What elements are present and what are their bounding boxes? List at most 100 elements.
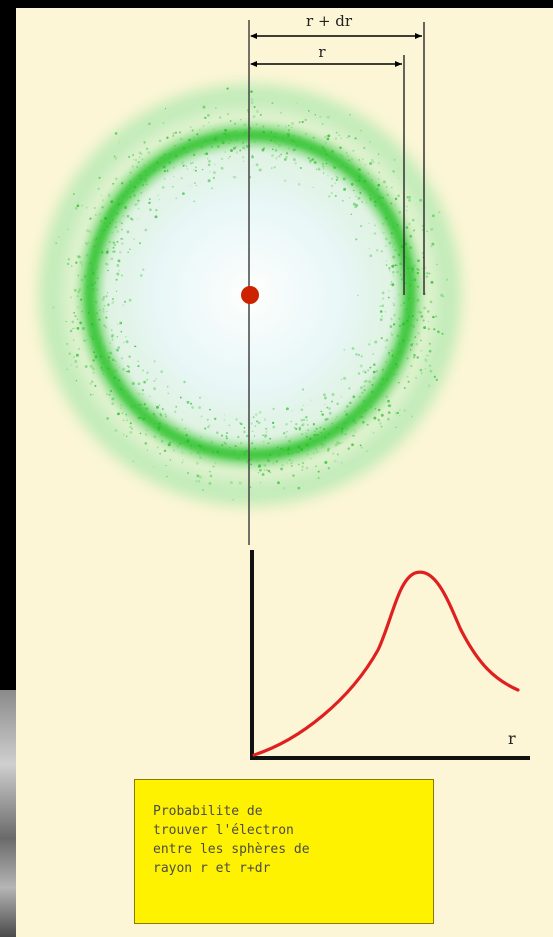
cloud-dot <box>369 366 372 369</box>
cloud-dot <box>220 166 224 170</box>
cloud-dot <box>409 246 413 250</box>
cloud-dot <box>414 336 417 338</box>
cloud-dot <box>336 443 340 446</box>
cloud-dot <box>335 178 338 181</box>
cloud-dot <box>416 271 420 275</box>
cloud-dot <box>363 416 366 419</box>
cloud-dot <box>159 452 161 455</box>
cloud-dot <box>369 340 371 342</box>
cloud-dot <box>129 248 131 251</box>
cloud-dot <box>116 323 119 325</box>
cloud-dot <box>423 306 426 310</box>
cloud-dot <box>124 300 127 303</box>
cloud-dot <box>315 427 318 430</box>
cloud-dot <box>148 201 151 205</box>
cloud-dot <box>195 480 198 482</box>
caption-box: Probabilite de trouver l'électron entre … <box>134 779 434 924</box>
cloud-dot <box>437 330 440 334</box>
cloud-dot <box>326 406 329 409</box>
cloud-dot <box>134 345 136 347</box>
cloud-dot <box>71 265 73 267</box>
cloud-dot <box>225 437 228 440</box>
cloud-dot <box>312 186 314 188</box>
cloud-dot <box>446 278 449 281</box>
cloud-dot <box>100 194 103 196</box>
cloud-dot <box>158 199 160 201</box>
cloud-dot <box>290 465 293 467</box>
cloud-dot <box>174 145 176 147</box>
cloud-dot <box>263 418 267 421</box>
cloud-dot <box>388 404 392 408</box>
cloud-dot <box>149 208 152 212</box>
cloud-dot <box>410 364 413 368</box>
cloud-dot <box>194 182 196 184</box>
cloud-dot <box>403 409 406 412</box>
cloud-dot <box>352 395 356 399</box>
cloud-dot <box>78 288 81 291</box>
cloud-dot <box>65 368 68 371</box>
cloud-dot <box>411 415 413 418</box>
cloud-dot <box>162 122 165 124</box>
cloud-dot <box>288 458 291 461</box>
cloud-dot <box>116 336 119 338</box>
cloud-dot <box>122 341 125 344</box>
cloud-dot <box>346 136 349 139</box>
cloud-dot <box>155 378 157 380</box>
cloud-dot <box>377 408 381 412</box>
cloud-dot <box>112 300 115 303</box>
cloud-dot <box>271 421 275 425</box>
cloud-dot <box>258 469 261 472</box>
cloud-dot <box>387 353 391 356</box>
cloud-dot <box>304 118 307 122</box>
cloud-dot <box>399 325 401 327</box>
cloud-dot <box>421 267 424 270</box>
cloud-dot <box>148 395 151 398</box>
cloud-dot <box>175 197 178 200</box>
cloud-dot <box>291 460 294 462</box>
cloud-dot <box>208 121 210 124</box>
cloud-dot <box>172 132 175 135</box>
cloud-dot <box>172 134 175 137</box>
cloud-dot <box>199 475 202 479</box>
cloud-dot <box>69 329 73 333</box>
cloud-dot <box>141 389 144 392</box>
cloud-dot <box>163 178 166 180</box>
cloud-dot <box>380 336 383 340</box>
cloud-dot <box>137 392 141 396</box>
cloud-dot <box>398 177 400 179</box>
cloud-dot <box>251 155 254 159</box>
cloud-dot <box>52 306 55 309</box>
cloud-dot <box>79 321 83 325</box>
cloud-dot <box>255 163 259 167</box>
cloud-dot <box>116 348 119 352</box>
cloud-dot <box>75 379 78 382</box>
cloud-dot <box>112 246 115 249</box>
cloud-dot <box>148 122 151 126</box>
cloud-dot <box>344 410 347 413</box>
cloud-dot <box>167 392 169 395</box>
cloud-dot <box>232 146 236 150</box>
cloud-dot <box>121 274 123 277</box>
cloud-dot <box>322 163 324 165</box>
cloud-dot <box>377 183 381 187</box>
cloud-dot <box>380 250 383 253</box>
cloud-dot <box>105 262 108 265</box>
cloud-dot <box>285 125 287 128</box>
cloud-dot <box>216 431 219 434</box>
cloud-dot <box>112 358 115 361</box>
cloud-dot <box>368 222 370 224</box>
cloud-dot <box>388 351 390 354</box>
cloud-dot <box>343 187 347 191</box>
cloud-dot <box>264 433 268 437</box>
cloud-dot <box>95 214 97 216</box>
cloud-dot <box>120 237 123 240</box>
cloud-dot <box>252 440 254 442</box>
cloud-dot <box>146 371 149 375</box>
cloud-dot <box>74 314 77 318</box>
cloud-dot <box>348 159 350 162</box>
cloud-dot <box>290 420 292 423</box>
cloud-dot <box>204 116 207 119</box>
cloud-dot <box>363 389 366 392</box>
cloud-dot <box>182 192 185 196</box>
cloud-dot <box>58 236 60 238</box>
